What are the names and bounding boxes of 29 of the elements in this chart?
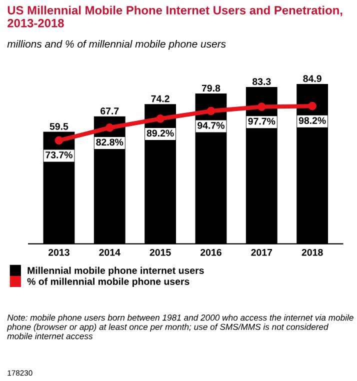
data-label: 97.7% [248, 118, 276, 125]
point [54, 136, 64, 145]
data-label: 67.7 [100, 108, 119, 114]
legend-label: % of millennial mobile phone users [27, 278, 190, 287]
point [156, 114, 164, 123]
legend-label: Millennial mobile phone internet users [28, 266, 204, 276]
x-tick-label: 2018 [302, 248, 323, 256]
data-label: 82.8% [96, 138, 124, 146]
data-label: 73.7% [46, 151, 72, 158]
chart-title: US Millennial Mobile Phone Internet Users and Penetration, 2013-2018 [8, 6, 342, 28]
data-label: 89.2% [146, 130, 174, 137]
data-label: 83.3 [252, 78, 271, 86]
x-tick-label: 2017 [251, 248, 272, 256]
x-tick-label: 2015 [150, 248, 171, 256]
chart-subtitle: millions and % of millennial mobile phone users [7, 40, 226, 50]
data-label: 84.9 [303, 75, 322, 82]
point [308, 102, 316, 110]
x-tick-label: 2014 [99, 248, 120, 256]
data-label: 98.2% [298, 117, 326, 124]
data-label: 59.5 [50, 122, 68, 130]
data-label: 79.8 [202, 84, 220, 92]
point [206, 106, 216, 116]
point [105, 124, 114, 132]
x-tick-label: 2013 [48, 248, 70, 256]
data-label: 74.2 [151, 95, 170, 102]
x-tick-label: 2016 [200, 248, 222, 256]
point [257, 102, 266, 111]
data-label: 94.7% [198, 122, 225, 129]
text: Note: mobile phone users born between 1981 and 2000 who access the internet via mobile phone (browser or app) at least once per month; use of SMS/MMS is not considered mobile internet access [6, 314, 354, 340]
